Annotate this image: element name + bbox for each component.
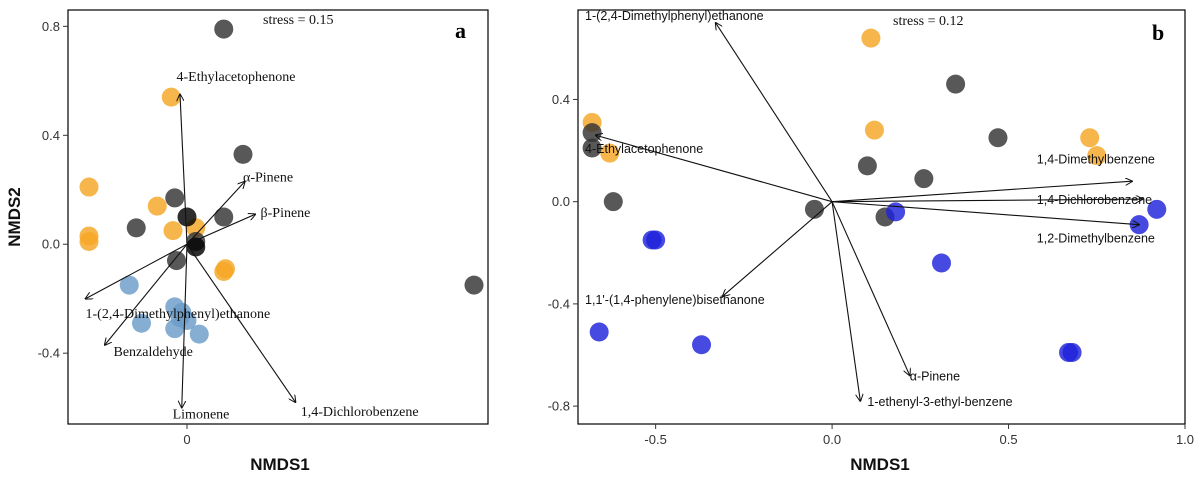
panel-letter: a: [455, 18, 466, 43]
scatter-point: [214, 261, 234, 281]
vector-label: 1,4-Dichlorobenzene: [1037, 193, 1152, 207]
scatter-point: [79, 177, 99, 197]
scatter-point: [589, 322, 609, 342]
scatter-point: [946, 74, 966, 94]
vector-label: 4-Ethylacetophenone: [177, 70, 296, 85]
vector-label: β-Pinene: [261, 206, 311, 221]
vector-label: 1,1'-(1,4-phenylene)bisethanone: [585, 293, 765, 307]
scatter-point: [988, 128, 1008, 148]
y-tick-label: 0.0: [552, 194, 570, 209]
scatter-point: [804, 199, 824, 219]
scatter-point: [1062, 342, 1082, 362]
vector-label: α-Pinene: [243, 171, 293, 186]
scatter-point: [914, 169, 934, 189]
scatter-point: [119, 275, 139, 295]
scatter-point: [214, 207, 234, 227]
scatter-point: [177, 207, 197, 227]
scatter-point: [233, 144, 253, 164]
scatter-point: [126, 218, 146, 238]
y-tick-label: -0.4: [38, 346, 60, 361]
loading-vector-arrow: [832, 181, 1132, 203]
loading-vector-arrow: [832, 201, 1139, 225]
vector-label: 1,2-Dimethylbenzene: [1037, 232, 1155, 246]
scatter-point: [189, 324, 209, 344]
vector-label: 4-Ethylacetophenone: [585, 142, 703, 156]
vector-label: 1-(2,4-Dimethylphenyl)ethanone: [86, 307, 271, 322]
loading-vector-arrow: [105, 243, 188, 345]
vector-label: 1,4-Dimethylbenzene: [1037, 152, 1155, 166]
vector-label: 1-ethenyl-3-ethyl-benzene: [867, 395, 1012, 409]
stress-label: stress = 0.15: [263, 13, 334, 28]
loading-vector-arrow: [723, 201, 833, 297]
vector-label: α-Pinene: [910, 370, 960, 384]
vector-label: Benzaldehyde: [114, 345, 193, 360]
scatter-point: [132, 313, 151, 333]
scatter-point: [79, 232, 99, 252]
y-axis-title: NMDS2: [5, 187, 24, 247]
scatter-point: [214, 19, 234, 39]
loading-vector-arrow: [832, 199, 1143, 202]
x-tick-label: 0.5: [1000, 432, 1018, 447]
scatter-point: [600, 143, 620, 163]
loading-vector-arrow: [186, 243, 296, 402]
scatter-point: [165, 188, 185, 208]
scatter-point: [857, 156, 877, 176]
x-axis-title: NMDS1: [250, 455, 310, 474]
loading-vector-arrow: [186, 214, 255, 245]
stress-label: stress = 0.12: [893, 14, 964, 29]
x-axis-title: NMDS1: [850, 455, 910, 474]
loading-vector-arrow: [716, 23, 833, 202]
scatter-point: [1087, 146, 1107, 166]
loading-vector-arrow: [186, 182, 245, 245]
y-tick-label: -0.4: [548, 296, 570, 311]
x-tick-label: 0.0: [823, 432, 841, 447]
scatter-point: [582, 138, 602, 158]
panel-b: -0.5 0.0 0.5 1.0 -0.8 -0.4 0.0 0.4 NMDS1 b stress …: [548, 9, 1194, 474]
y-tick-label: 0.8: [42, 19, 60, 34]
scatter-point: [1080, 128, 1100, 148]
scatter-point: [172, 302, 192, 322]
vector-label: 1-(2,4-Dimethylphenyl)ethanone: [585, 9, 764, 23]
y-tick-label: -0.8: [548, 399, 570, 414]
x-tick-label: 0: [183, 432, 190, 447]
scatter-point: [886, 202, 906, 222]
panel-a: 0 -0.4 0.0 0.4 0.8 NMDS1 NMDS2 a stress = 0.15 4-…: [5, 9, 489, 474]
scatter-point: [167, 251, 186, 271]
panel-letter: b: [1152, 20, 1164, 45]
scatter-point: [1147, 199, 1167, 219]
vector-label: Limonene: [173, 408, 230, 423]
loading-vector-arrow: [182, 244, 188, 407]
loading-vector-arrow: [180, 94, 188, 245]
scatter-point: [163, 221, 183, 241]
plot-frame-a: [67, 9, 489, 425]
y-tick-label: 0.4: [552, 92, 570, 107]
vector-label: 1,4-Dichlorobenzene: [301, 405, 419, 420]
loading-vector-arrow: [86, 243, 188, 298]
x-tick-label: 1.0: [1176, 432, 1194, 447]
loading-vector-arrow: [831, 201, 860, 401]
scatter-point: [864, 120, 884, 140]
scatter-point: [464, 275, 484, 295]
scatter-point: [692, 335, 712, 355]
scatter-point: [165, 319, 185, 339]
x-tick-label: -0.5: [644, 432, 666, 447]
y-tick-label: 0.4: [42, 128, 60, 143]
y-tick-label: 0.0: [42, 237, 60, 252]
scatter-point: [931, 253, 951, 273]
scatter-point: [161, 87, 181, 107]
loading-vector-arrow: [831, 201, 910, 376]
scatter-point: [861, 28, 881, 48]
scatter-point: [646, 230, 666, 250]
scatter-point: [147, 196, 167, 216]
loading-vector-arrow: [596, 135, 833, 203]
scatter-point: [603, 192, 623, 212]
